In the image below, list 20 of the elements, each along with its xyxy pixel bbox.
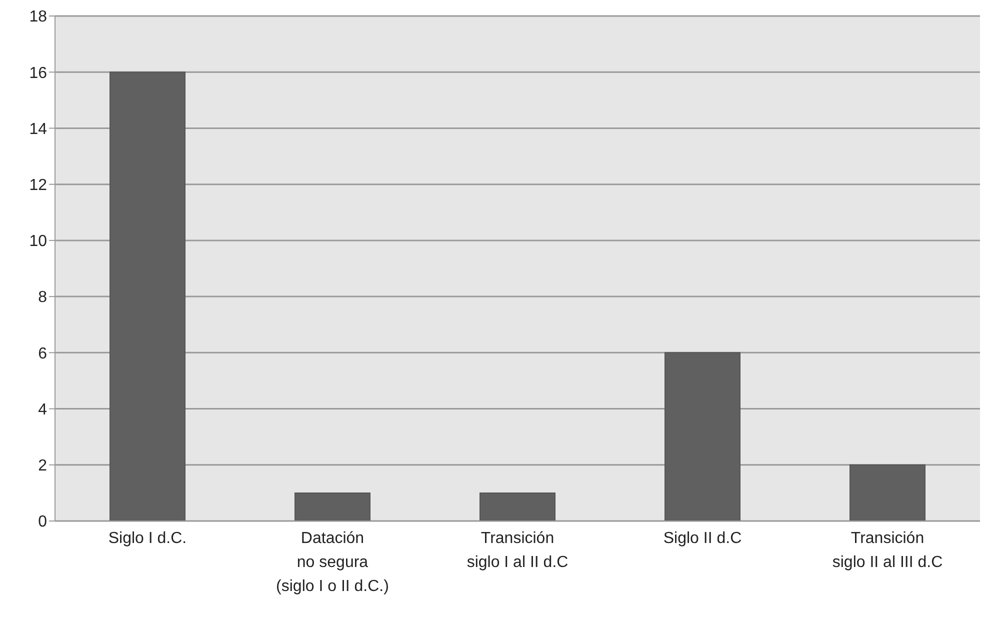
x-tick-label: Transición siglo I al II d.C <box>466 530 568 571</box>
y-tick-label: 2 <box>38 458 48 475</box>
y-tick-label: 8 <box>38 289 48 306</box>
y-tick-label: 14 <box>29 120 48 138</box>
x-tick-label: Datación no segura (siglo I o II d.C.) <box>276 530 389 595</box>
bar <box>850 464 926 521</box>
y-tick-label: 4 <box>38 401 48 418</box>
y-tick-label: 10 <box>29 233 48 250</box>
y-tick-label: 6 <box>38 345 48 362</box>
bar <box>664 352 740 521</box>
y-tick-label: 18 <box>29 8 48 26</box>
x-tick-label: Siglo II d.C <box>663 530 742 547</box>
bar <box>110 72 186 521</box>
bar <box>294 492 370 521</box>
bar <box>480 492 556 521</box>
y-tick-label: 16 <box>29 64 48 82</box>
y-tick-label: 12 <box>29 177 48 194</box>
x-tick-label: Transición siglo II al III d.C <box>832 530 943 571</box>
y-tick-label: 0 <box>38 514 48 531</box>
x-tick-label: Siglo I d.C. <box>108 530 187 547</box>
